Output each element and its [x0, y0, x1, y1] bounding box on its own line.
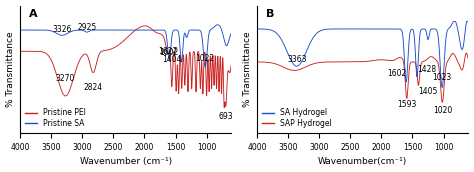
- Text: A: A: [28, 9, 37, 19]
- Text: 1627: 1627: [158, 47, 177, 56]
- Legend: Pristine PEI, Pristine SA: Pristine PEI, Pristine SA: [24, 107, 87, 129]
- Text: 1404: 1404: [162, 55, 182, 64]
- Legend: SA Hydrogel, SAP Hydrogel: SA Hydrogel, SAP Hydrogel: [261, 107, 333, 129]
- Text: 2925: 2925: [77, 23, 97, 32]
- Text: 1020: 1020: [433, 106, 452, 115]
- Text: 3270: 3270: [56, 74, 75, 83]
- Text: 1023: 1023: [433, 73, 452, 82]
- Text: 1602: 1602: [387, 69, 406, 78]
- Y-axis label: % Transmittance: % Transmittance: [6, 31, 15, 107]
- Text: 3363: 3363: [287, 55, 307, 64]
- Text: 1602: 1602: [160, 48, 179, 57]
- X-axis label: Wavenumber(cm⁻¹): Wavenumber(cm⁻¹): [318, 157, 407, 166]
- Y-axis label: % Transmittance: % Transmittance: [243, 31, 252, 107]
- Text: B: B: [265, 9, 274, 19]
- Text: 3326: 3326: [52, 25, 72, 34]
- Text: 1022: 1022: [196, 54, 215, 63]
- Text: 1593: 1593: [397, 100, 416, 109]
- Text: 693: 693: [219, 112, 233, 121]
- X-axis label: Wavenumber (cm⁻¹): Wavenumber (cm⁻¹): [80, 157, 172, 166]
- Text: 1428: 1428: [417, 65, 436, 74]
- Text: 2824: 2824: [83, 83, 103, 92]
- Text: 1405: 1405: [419, 87, 438, 96]
